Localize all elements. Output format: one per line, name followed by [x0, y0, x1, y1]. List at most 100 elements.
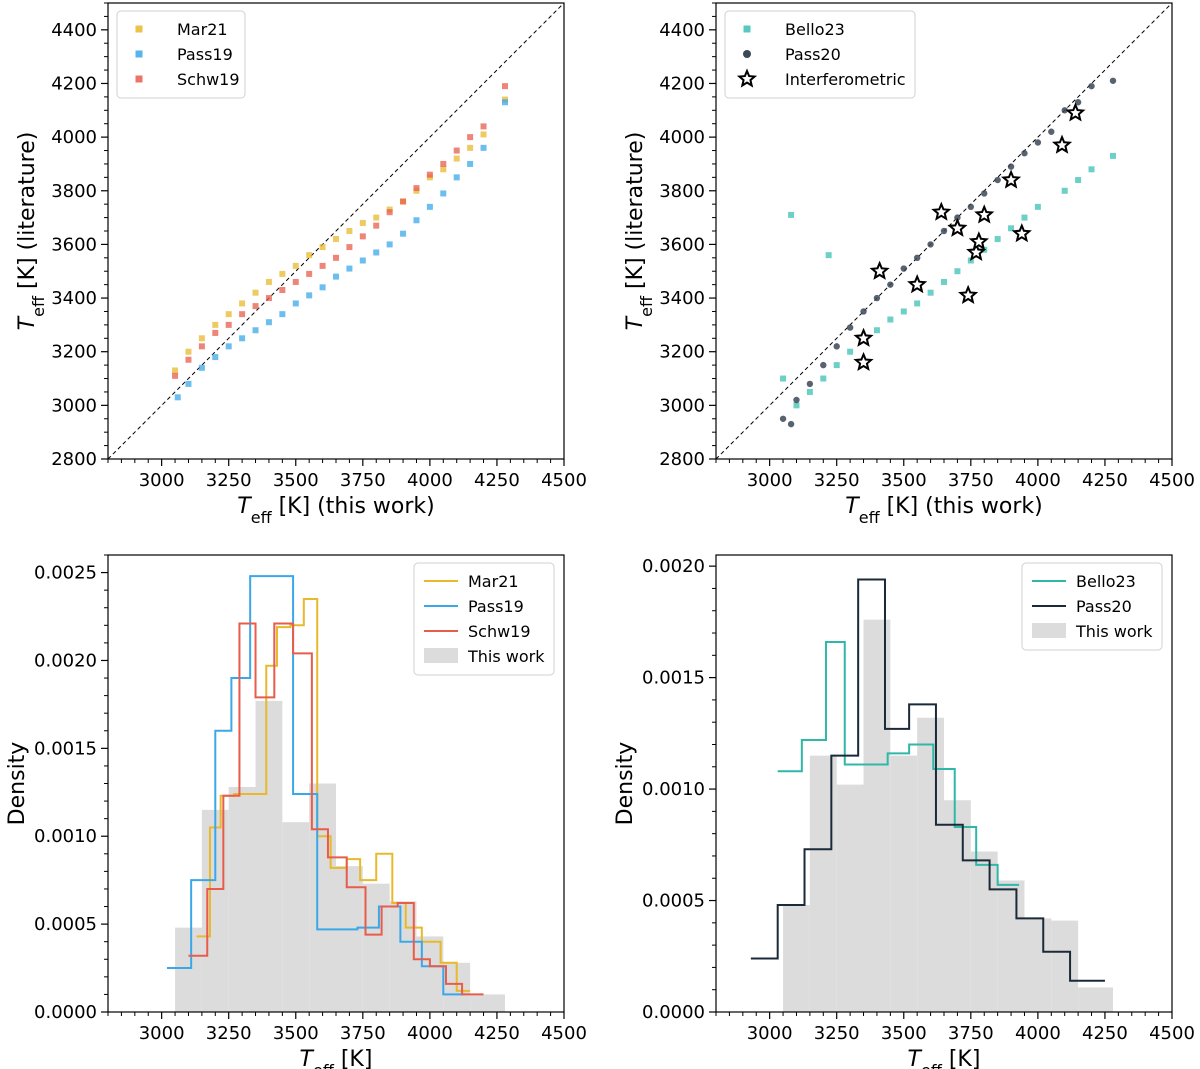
point [386, 209, 393, 216]
legend-marker [135, 25, 143, 33]
legend-item-interferometric: Interferometric [736, 68, 906, 89]
point [941, 278, 947, 285]
y-tick-label: 3800 [51, 181, 97, 202]
x-axis-label: Teff [K] [908, 1047, 981, 1069]
point [265, 319, 272, 326]
x-tick-label: 3500 [881, 1023, 927, 1044]
hist-bar-this-work [970, 851, 998, 1012]
y-tick-label: 0.0005 [642, 891, 705, 912]
legend-label: Mar21 [468, 572, 519, 591]
point [292, 300, 299, 307]
point [319, 244, 326, 251]
x-tick-label: 3750 [340, 1023, 386, 1044]
hist-bar-this-work [175, 927, 202, 1012]
point [480, 123, 487, 130]
star-marker [1011, 223, 1032, 243]
point [239, 300, 246, 307]
point [198, 335, 205, 342]
panel-b-scatter: 3000 3250 3500 3750 4000 4250 4500 2800 3000 3200… [623, 2, 1195, 527]
x-tick-label: 4500 [1149, 470, 1195, 491]
hist-bar-this-work [890, 755, 918, 1012]
point [400, 230, 407, 237]
point [453, 174, 460, 181]
legend-marker [743, 50, 751, 58]
x-tick-label: 4000 [1015, 1023, 1061, 1044]
point [873, 294, 881, 302]
axis-label-symbol: T [237, 494, 252, 519]
axis-label-unit: [K] [942, 1047, 981, 1069]
point [319, 284, 326, 291]
axis-label-subscript: eff [921, 1061, 943, 1069]
legend-label: Pass19 [177, 45, 233, 64]
hist-step-mar21 [196, 597, 471, 992]
star-marker [966, 241, 987, 262]
point [440, 160, 447, 167]
axis-label-symbol: T [845, 494, 860, 519]
legend-item-schw19: Schw19 [135, 70, 240, 89]
point [887, 281, 894, 288]
point [779, 415, 787, 422]
axis-label-unit: [K] (literature) [15, 132, 40, 296]
axis-label-subscript: eff [313, 1061, 335, 1069]
point [359, 219, 366, 226]
point [319, 262, 326, 269]
y-tick-label: 0.0000 [34, 1002, 97, 1023]
y-tick-label: 3400 [51, 288, 97, 309]
x-tick-label: 4250 [474, 470, 520, 491]
point [860, 308, 867, 315]
point [787, 420, 795, 428]
y-tick-label: 2800 [51, 449, 97, 470]
point [927, 241, 934, 248]
point [225, 311, 232, 318]
point [386, 241, 393, 248]
point [212, 354, 219, 361]
x-tick-label: 4250 [1082, 1023, 1128, 1044]
hist-step-pass19 [167, 575, 465, 996]
point [333, 236, 339, 243]
point [252, 289, 259, 296]
point [1048, 128, 1055, 135]
x-tick-label: 3750 [948, 1023, 994, 1044]
legend-box [116, 10, 246, 99]
point [788, 211, 795, 218]
point [994, 236, 1001, 243]
hist-bar-this-work [416, 936, 444, 1012]
hist-bar-this-work [389, 901, 417, 1012]
point [306, 292, 313, 299]
point [913, 254, 921, 262]
legend-item-pass19: Pass19 [135, 45, 233, 64]
legend-label: This work [467, 647, 545, 666]
point [279, 270, 286, 277]
panel-a-scatter: 3000 3250 3500 3750 4000 4250 4500 2800 3000 3200… [15, 2, 587, 527]
axis-label-unit: [K] (this work) [272, 494, 435, 519]
point [413, 217, 420, 224]
legend-label: Schw19 [468, 622, 531, 641]
legend-marker [135, 50, 143, 58]
point [820, 361, 827, 369]
y-tick-label: 3600 [51, 234, 97, 255]
point [1061, 187, 1068, 194]
hist-bar-this-work [1024, 918, 1052, 1012]
point [967, 203, 975, 211]
axis-label-symbol: T [908, 1047, 923, 1069]
x-tick-label: 3250 [206, 470, 252, 491]
point [793, 402, 800, 409]
point [501, 83, 508, 90]
point [1021, 150, 1028, 157]
y-tick-label: 3600 [659, 234, 705, 255]
legend-label: Pass19 [468, 597, 524, 616]
x-tick-label: 4500 [1149, 1023, 1195, 1044]
plot-area [108, 3, 564, 459]
legend-item-bello23: Bello23 [1032, 572, 1136, 591]
axis-label-subscript: eff [251, 508, 273, 527]
point [480, 131, 487, 138]
hist-bar-this-work [917, 717, 944, 1012]
point [225, 343, 232, 350]
star-marker [853, 327, 874, 347]
point [252, 327, 259, 334]
series-pass20 [779, 77, 1117, 428]
hist-step-pass20 [750, 578, 1105, 982]
point [306, 252, 313, 259]
hist-bar-this-work [362, 883, 390, 1012]
